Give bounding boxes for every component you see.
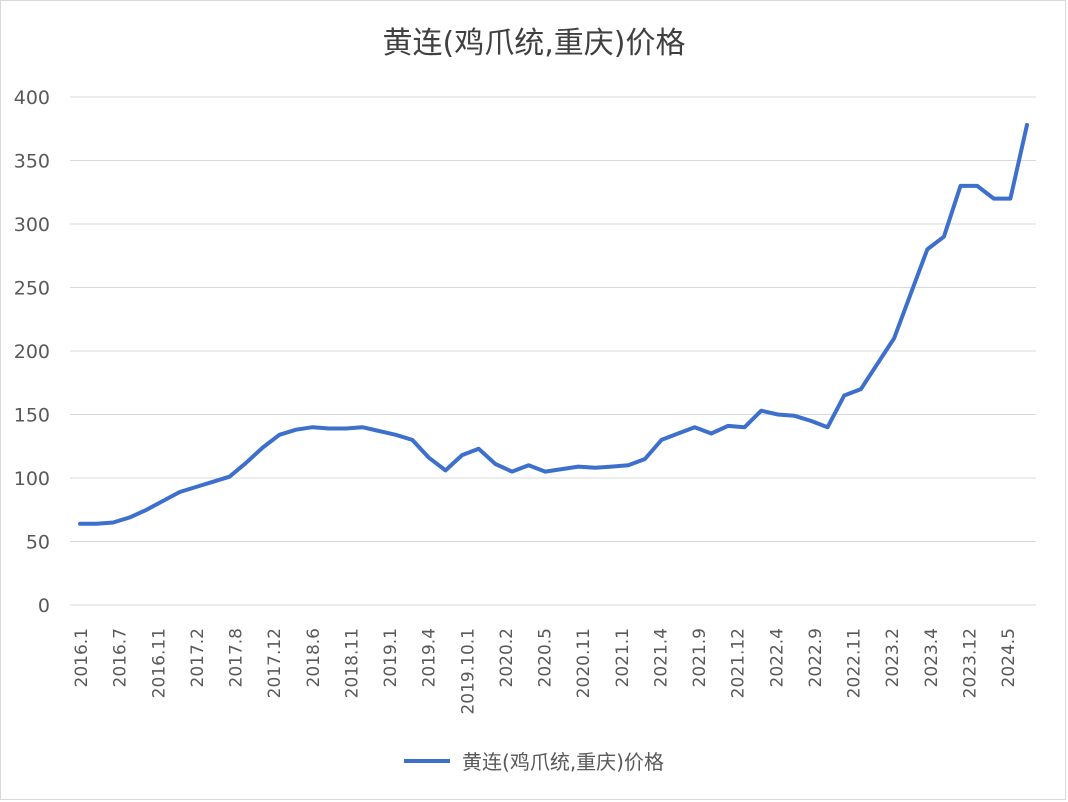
x-tick-label: 2021.1 bbox=[613, 628, 633, 687]
x-tick-label: 2023.2 bbox=[883, 628, 903, 687]
y-tick-label: 350 bbox=[14, 151, 50, 173]
x-tick-label: 2017.2 bbox=[188, 628, 208, 687]
x-tick-label: 2020.5 bbox=[536, 628, 556, 687]
y-tick-label: 300 bbox=[14, 214, 50, 236]
x-tick-label: 2024.5 bbox=[999, 628, 1019, 687]
x-tick-label: 2018.11 bbox=[342, 628, 362, 698]
x-tick-label: 2018.6 bbox=[304, 628, 324, 687]
series-line bbox=[78, 122, 1029, 526]
x-tick-label: 2020.2 bbox=[497, 628, 517, 687]
x-tick-label: 2020.11 bbox=[574, 628, 594, 698]
x-tick-label: 2023.12 bbox=[960, 628, 980, 698]
y-tick-label: 200 bbox=[14, 341, 50, 363]
x-tick-label: 2023.4 bbox=[922, 628, 942, 687]
x-tick-label: 2021.4 bbox=[651, 628, 671, 687]
chart-legend: 黄连(鸡爪统,重庆)价格 bbox=[0, 746, 1068, 775]
x-tick-label: 2022.4 bbox=[767, 628, 787, 687]
x-tick-label: 2021.9 bbox=[690, 628, 710, 687]
x-tick-label: 2016.7 bbox=[111, 628, 131, 687]
y-tick-label: 150 bbox=[14, 405, 50, 427]
y-tick-label: 100 bbox=[14, 468, 50, 490]
y-tick-label: 0 bbox=[38, 595, 50, 617]
legend-label: 黄连(鸡爪统,重庆)价格 bbox=[462, 750, 664, 774]
legend-line-swatch bbox=[404, 758, 451, 763]
x-tick-label: 2022.11 bbox=[845, 628, 865, 698]
chart-title: 黄连(鸡爪统,重庆)价格 bbox=[382, 26, 686, 61]
x-tick-label: 2017.8 bbox=[227, 628, 247, 687]
y-tick-label: 50 bbox=[26, 532, 50, 554]
x-tick-label: 2017.12 bbox=[265, 628, 285, 698]
y-tick-label: 250 bbox=[14, 278, 50, 300]
y-tick-label: 400 bbox=[14, 87, 50, 109]
x-tick-label: 2021.12 bbox=[729, 628, 749, 698]
x-tick-label: 2019.10.1 bbox=[458, 628, 478, 715]
x-tick-label: 2019.4 bbox=[420, 628, 440, 687]
x-tick-label: 2016.11 bbox=[149, 628, 169, 698]
x-tick-label: 2016.1 bbox=[72, 628, 92, 687]
x-tick-label: 2019.1 bbox=[381, 628, 401, 687]
x-tick-label: 2022.9 bbox=[806, 628, 826, 687]
